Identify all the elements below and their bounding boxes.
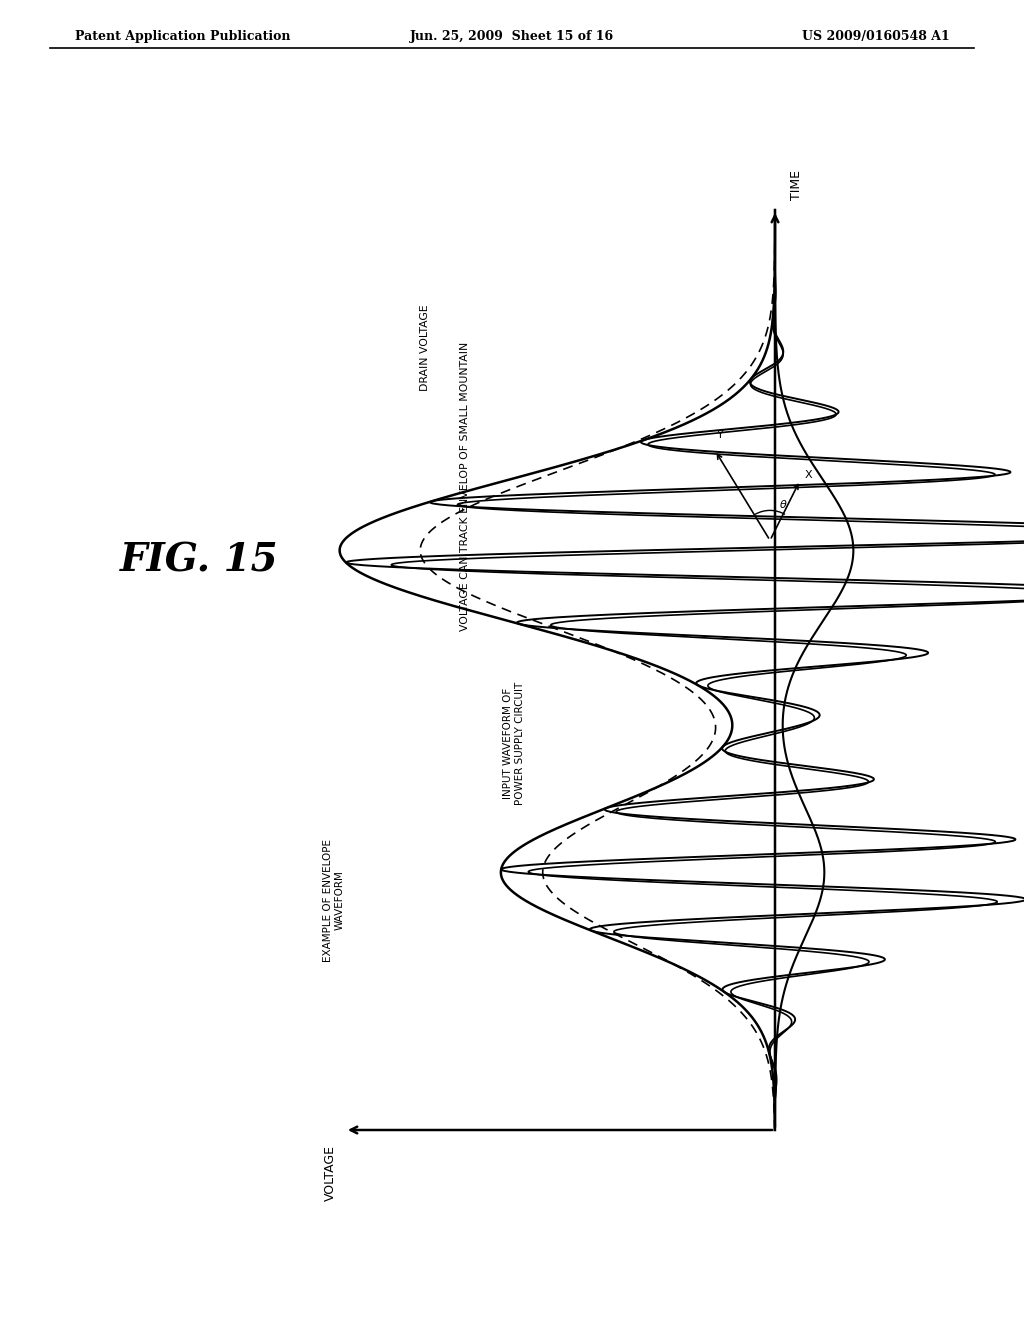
Text: VOLTAGE CAN TRACK ENVELOP OF SMALL MOUNTAIN: VOLTAGE CAN TRACK ENVELOP OF SMALL MOUNT… [460,342,470,631]
Text: θ: θ [780,500,786,511]
Text: US 2009/0160548 A1: US 2009/0160548 A1 [802,30,950,44]
Text: EXAMPLE OF ENVELOPE
WAVEFORM: EXAMPLE OF ENVELOPE WAVEFORM [324,838,345,961]
Text: INPUT WAVEFORM OF
POWER SUPPLY CIRCUIT: INPUT WAVEFORM OF POWER SUPPLY CIRCUIT [504,682,525,805]
Text: Jun. 25, 2009  Sheet 15 of 16: Jun. 25, 2009 Sheet 15 of 16 [410,30,614,44]
Text: X: X [805,470,813,480]
Text: TIME: TIME [791,170,804,201]
Text: DRAIN VOLTAGE: DRAIN VOLTAGE [420,305,430,391]
Text: FIG. 15: FIG. 15 [120,541,279,579]
Text: VOLTAGE: VOLTAGE [324,1144,337,1201]
Text: Y: Y [717,430,723,441]
Text: Patent Application Publication: Patent Application Publication [75,30,291,44]
